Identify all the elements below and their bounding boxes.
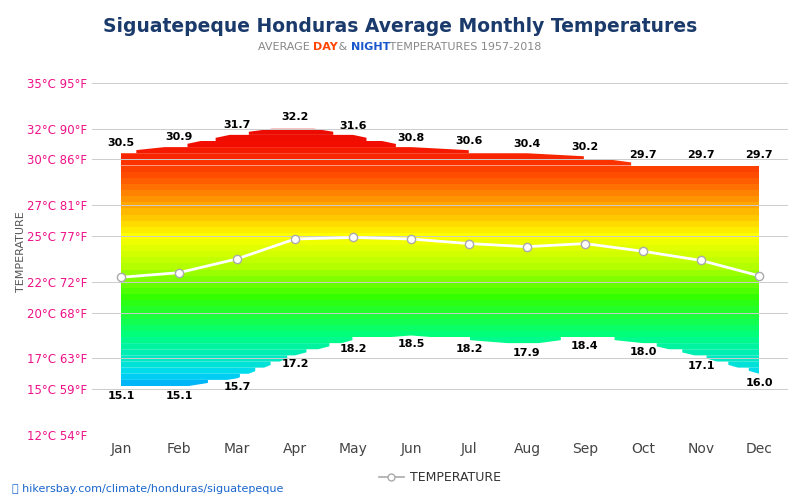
Polygon shape — [121, 380, 208, 386]
Text: 30.8: 30.8 — [398, 134, 425, 143]
Polygon shape — [121, 233, 759, 239]
Text: 15.1: 15.1 — [166, 392, 193, 402]
Polygon shape — [187, 141, 396, 147]
Point — [694, 256, 707, 264]
Polygon shape — [121, 325, 759, 331]
Polygon shape — [121, 374, 240, 380]
Point — [114, 274, 127, 281]
Text: 30.5: 30.5 — [107, 138, 134, 148]
Text: 18.2: 18.2 — [339, 344, 366, 354]
Polygon shape — [706, 356, 759, 362]
Text: 30.4: 30.4 — [514, 140, 541, 149]
Point — [521, 242, 534, 250]
Text: 17.2: 17.2 — [282, 359, 309, 369]
Polygon shape — [121, 245, 759, 251]
Text: Siguatepeque Honduras Average Monthly Temperatures: Siguatepeque Honduras Average Monthly Te… — [103, 18, 697, 36]
Point — [289, 235, 302, 243]
Point — [405, 235, 418, 243]
Polygon shape — [121, 337, 353, 343]
Text: AVERAGE: AVERAGE — [258, 42, 314, 52]
Polygon shape — [121, 356, 287, 362]
Polygon shape — [121, 214, 759, 220]
Text: 29.7: 29.7 — [745, 150, 773, 160]
Polygon shape — [121, 306, 759, 312]
Polygon shape — [728, 362, 759, 368]
Polygon shape — [749, 368, 759, 374]
Polygon shape — [121, 202, 759, 208]
Text: 30.2: 30.2 — [571, 142, 598, 152]
Point — [753, 272, 766, 280]
Polygon shape — [614, 337, 759, 343]
Polygon shape — [121, 184, 759, 190]
Text: DAY: DAY — [314, 42, 338, 52]
Polygon shape — [121, 160, 631, 166]
Point — [637, 248, 650, 255]
Text: 29.7: 29.7 — [687, 150, 715, 160]
Polygon shape — [121, 196, 759, 202]
Polygon shape — [121, 178, 759, 184]
Polygon shape — [121, 276, 759, 282]
Text: 18.0: 18.0 — [630, 347, 657, 357]
Text: 31.7: 31.7 — [223, 120, 250, 130]
Point — [230, 255, 243, 263]
Polygon shape — [121, 312, 759, 318]
Text: 15.1: 15.1 — [107, 392, 134, 402]
Polygon shape — [121, 251, 759, 258]
Text: 31.6: 31.6 — [339, 121, 366, 131]
Polygon shape — [121, 300, 759, 306]
Polygon shape — [121, 294, 759, 300]
Polygon shape — [121, 172, 759, 178]
Point — [462, 240, 475, 248]
Point — [578, 240, 591, 248]
Text: &: & — [335, 42, 351, 52]
Polygon shape — [121, 220, 759, 227]
Text: 30.9: 30.9 — [166, 132, 193, 142]
Text: TEMPERATURES 1957-2018: TEMPERATURES 1957-2018 — [386, 42, 542, 52]
Polygon shape — [121, 318, 759, 325]
Polygon shape — [121, 349, 306, 356]
Polygon shape — [121, 264, 759, 270]
Text: 17.1: 17.1 — [687, 360, 714, 370]
Polygon shape — [121, 343, 330, 349]
Text: 18.2: 18.2 — [455, 344, 482, 354]
Y-axis label: TEMPERATURE: TEMPERATURE — [16, 211, 26, 292]
Polygon shape — [121, 190, 759, 196]
Polygon shape — [121, 368, 255, 374]
Polygon shape — [121, 239, 759, 245]
Polygon shape — [121, 258, 759, 264]
Polygon shape — [121, 270, 759, 276]
Text: 18.5: 18.5 — [398, 340, 425, 349]
Text: 32.2: 32.2 — [282, 112, 309, 122]
Polygon shape — [121, 227, 759, 233]
Text: 🔍 hikersbay.com/climate/honduras/siguatepeque: 🔍 hikersbay.com/climate/honduras/siguate… — [12, 484, 283, 494]
Polygon shape — [249, 128, 334, 135]
Polygon shape — [121, 288, 759, 294]
Text: 16.0: 16.0 — [746, 378, 773, 388]
Polygon shape — [121, 208, 759, 214]
Polygon shape — [216, 135, 366, 141]
Polygon shape — [121, 166, 759, 172]
Point — [173, 268, 186, 276]
Text: 17.9: 17.9 — [513, 348, 541, 358]
Polygon shape — [121, 153, 584, 160]
Polygon shape — [657, 343, 759, 349]
Polygon shape — [136, 147, 469, 153]
Polygon shape — [682, 349, 759, 356]
Polygon shape — [121, 282, 759, 288]
Text: 15.7: 15.7 — [223, 382, 250, 392]
Text: 29.7: 29.7 — [629, 150, 657, 160]
Text: 30.6: 30.6 — [455, 136, 482, 146]
Polygon shape — [470, 337, 561, 343]
Polygon shape — [121, 331, 759, 337]
Legend: TEMPERATURE: TEMPERATURE — [374, 466, 506, 489]
Text: NIGHT: NIGHT — [351, 42, 390, 52]
Point — [346, 234, 359, 241]
Text: 18.4: 18.4 — [571, 341, 599, 351]
Polygon shape — [121, 362, 270, 368]
